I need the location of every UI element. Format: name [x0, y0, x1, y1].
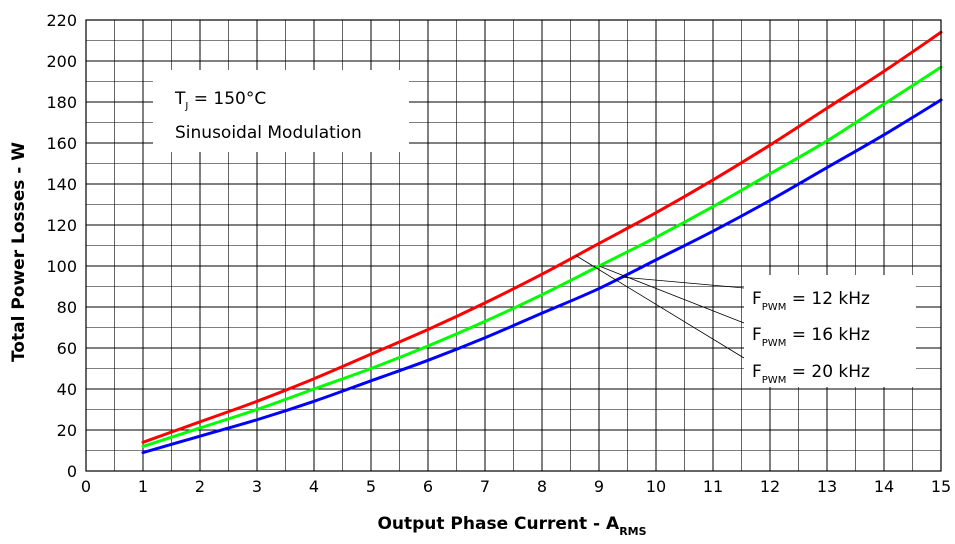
y-axis-title: Total Power Losses - W: [9, 142, 29, 362]
legend-leader-lines: [575, 255, 745, 359]
leader-line: [575, 255, 745, 359]
legend-entry-20khz: FPWM = 20 kHz: [752, 362, 870, 386]
x-tick-label: 6: [423, 477, 433, 496]
y-tick-label: 160: [46, 134, 77, 153]
x-tick-label: 8: [537, 477, 547, 496]
y-tick-label: 120: [46, 216, 77, 235]
annotation-box: [153, 70, 409, 152]
x-tick-label: 0: [81, 477, 91, 496]
x-tick-label: 2: [195, 477, 205, 496]
y-tick-label: 60: [57, 339, 77, 358]
tick-labels: 0 1 2 3 4 5 6 7 8 9 10 11 12 13 14 15020406080100120140…: [46, 11, 951, 496]
y-tick-label: 20: [57, 421, 77, 440]
legend-box: [744, 275, 916, 387]
x-tick-label: 9: [594, 477, 604, 496]
leader-line: [621, 276, 745, 289]
y-tick-label: 80: [57, 298, 77, 317]
x-tick-label: 12: [760, 477, 780, 496]
legend-entry-12khz: FPWM = 12 kHz: [752, 289, 870, 313]
x-tick-label: 5: [366, 477, 376, 496]
y-tick-label: 140: [46, 175, 77, 194]
x-axis-title: Output Phase Current - ARMS: [377, 514, 646, 538]
series-line-16khz: [141, 65, 943, 448]
y-tick-label: 200: [46, 52, 77, 71]
y-tick-label: 220: [46, 11, 77, 30]
x-tick-label: 3: [252, 477, 262, 496]
series-line-20khz: [141, 30, 943, 444]
x-tick-label: 4: [309, 477, 319, 496]
x-tick-label: 7: [480, 477, 490, 496]
y-tick-label: 40: [57, 380, 77, 399]
x-tick-label: 15: [931, 477, 951, 496]
x-tick-label: 14: [874, 477, 894, 496]
curves: [141, 30, 943, 455]
legend-entry-16khz: FPWM = 16 kHz: [752, 325, 870, 349]
plot-frame: [85, 19, 942, 472]
leader-line: [598, 265, 745, 324]
x-tick-label: 10: [646, 477, 666, 496]
series-line-12khz: [141, 98, 943, 455]
y-tick-label: 180: [46, 93, 77, 112]
modulation-label: Sinusoidal Modulation: [175, 123, 362, 143]
x-tick-label: 1: [138, 477, 148, 496]
x-tick-label: 11: [703, 477, 723, 496]
y-tick-label: 0: [67, 462, 77, 481]
x-tick-label: 13: [817, 477, 837, 496]
tj-label: TJ = 150°C: [174, 89, 266, 112]
y-tick-label: 100: [46, 257, 77, 276]
